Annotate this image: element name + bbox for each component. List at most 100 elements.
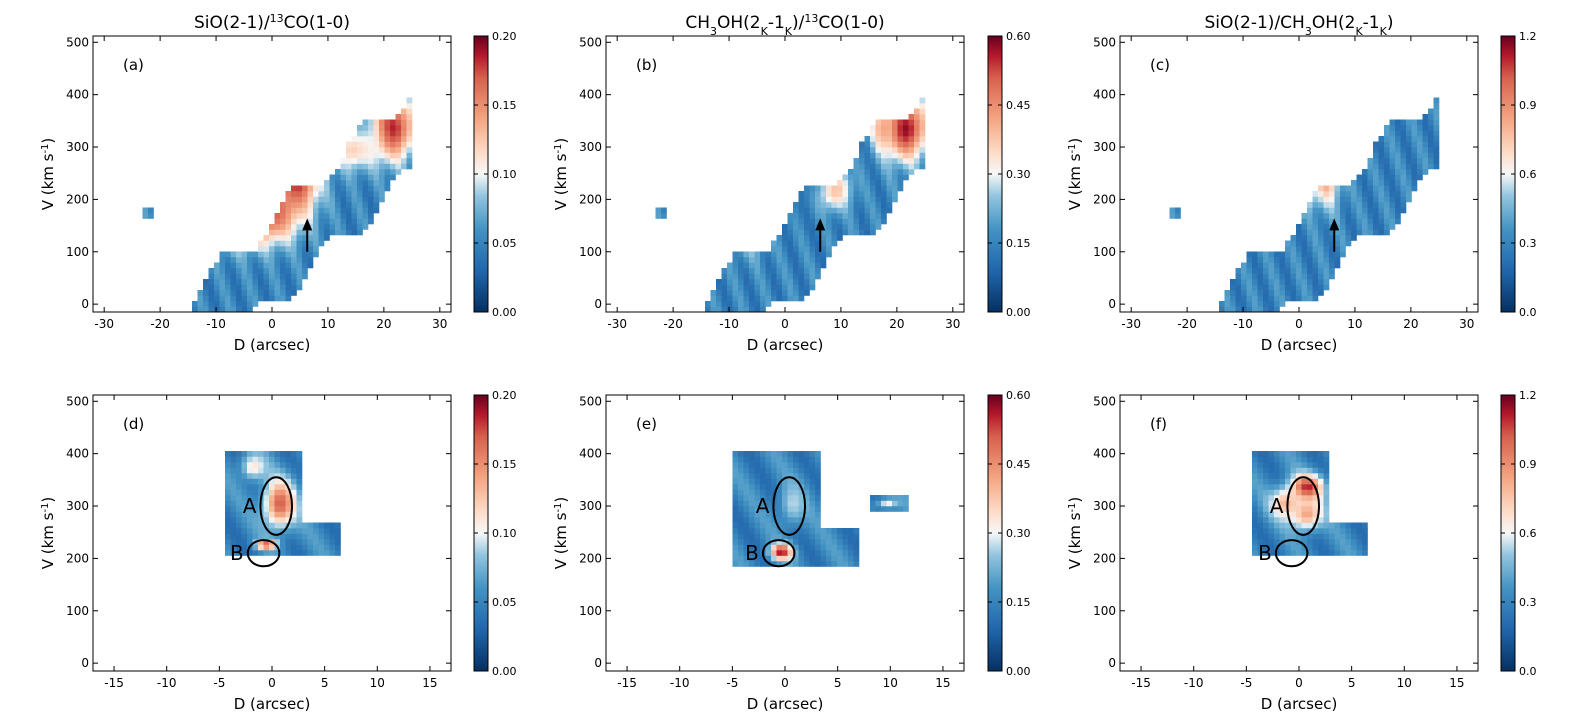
x-tick-label: -15	[617, 676, 637, 690]
plot-area-d	[225, 451, 341, 556]
colorbar-tick-label: 0.15	[1006, 237, 1031, 250]
x-tick-label: 5	[1348, 676, 1356, 690]
arrow-head	[1329, 218, 1340, 231]
y-tick-label: 0	[594, 656, 602, 670]
y-tick-label: 500	[579, 35, 602, 49]
x-tick-label: -30	[94, 317, 114, 331]
x-tick-label: 5	[834, 676, 842, 690]
colorbar-tick-label: 0.60	[1006, 389, 1031, 402]
x-tick-label: 20	[376, 317, 391, 331]
plot-area-f	[1252, 451, 1368, 556]
x-tick-label: -20	[150, 317, 170, 331]
y-axis-label: V (km s-1)	[1066, 497, 1084, 570]
y-tick-label: 0	[594, 297, 602, 311]
y-tick-label: 400	[66, 447, 89, 461]
plot-area-a	[142, 97, 413, 312]
plot-area-b	[655, 97, 926, 312]
x-axis-label: D (arcsec)	[747, 695, 824, 713]
colorbar-tick-label: 0.0	[1519, 306, 1537, 319]
region-label-a: A	[1270, 494, 1284, 518]
x-axis-label: D (arcsec)	[234, 336, 311, 354]
x-tick-label: -10	[1233, 317, 1253, 331]
chart-title: CH3OH(2K-1K)/13CO(1-0)	[685, 12, 884, 38]
x-tick-label: 0	[781, 317, 789, 331]
region-label-a: A	[756, 494, 770, 518]
y-tick-label: 500	[66, 394, 89, 408]
colorbar-tick-label: 0.00	[1006, 306, 1031, 319]
y-tick-label: 0	[81, 297, 89, 311]
region-label-b: B	[1258, 541, 1272, 565]
y-tick-label: 300	[1093, 140, 1116, 154]
x-tick-label: 30	[945, 317, 960, 331]
y-tick-label: 300	[1093, 499, 1116, 513]
plot-area-e	[732, 451, 909, 567]
colorbar-tick-label: 0.0	[1519, 665, 1537, 678]
y-tick-label: 200	[66, 192, 89, 206]
y-tick-label: 100	[66, 245, 89, 259]
x-tick-label: -10	[719, 317, 739, 331]
panel-label: (c)	[1150, 56, 1170, 74]
panel-label: (f)	[1150, 415, 1167, 433]
x-tick-label: 15	[422, 676, 437, 690]
region-ellipse-b	[246, 539, 281, 568]
x-tick-label: 0	[1295, 317, 1303, 331]
y-tick-label: 0	[1108, 297, 1116, 311]
colorbar-tick-label: 0.30	[1006, 527, 1031, 540]
y-tick-label: 400	[66, 88, 89, 102]
colorbar-tick-label: 0.05	[492, 596, 517, 609]
y-tick-label: 500	[1093, 35, 1116, 49]
y-tick-label: 500	[579, 394, 602, 408]
y-tick-label: 200	[1093, 551, 1116, 565]
y-axis-label: V (km s-1)	[39, 138, 57, 211]
x-tick-label: -20	[663, 317, 683, 331]
colorbar-tick-label: 0.10	[492, 168, 517, 181]
colorbar-tick-label: 0.20	[492, 30, 517, 43]
y-tick-label: 400	[579, 88, 602, 102]
colorbar-tick-label: 0.60	[1006, 30, 1031, 43]
x-axis-label: D (arcsec)	[747, 336, 824, 354]
y-tick-label: 0	[1108, 656, 1116, 670]
x-tick-label: -30	[607, 317, 627, 331]
colorbar-tick-label: 0.3	[1519, 596, 1537, 609]
region-ellipse-a	[1286, 476, 1321, 536]
colorbar-tick-label: 0.00	[492, 306, 517, 319]
colorbar-tick-label: 0.6	[1519, 168, 1537, 181]
y-tick-label: 400	[1093, 447, 1116, 461]
y-tick-label: 300	[66, 140, 89, 154]
x-tick-label: 10	[370, 676, 385, 690]
region-ellipse-b	[761, 539, 796, 568]
y-tick-label: 300	[579, 140, 602, 154]
y-tick-label: 100	[1093, 245, 1116, 259]
colorbar-tick-label: 0.9	[1519, 458, 1537, 471]
x-axis-label: D (arcsec)	[1261, 336, 1338, 354]
x-axis-label: D (arcsec)	[1261, 695, 1338, 713]
colorbar-tick-label: 0.45	[1006, 458, 1031, 471]
x-tick-label: 10	[1347, 317, 1362, 331]
x-tick-label: 30	[1459, 317, 1474, 331]
chart-title: SiO(2-1)/13CO(1-0)	[194, 12, 350, 34]
colorbar-tick-label: 0.05	[492, 237, 517, 250]
panel-label: (a)	[123, 56, 144, 74]
x-tick-label: 10	[833, 317, 848, 331]
y-tick-label: 200	[1093, 192, 1116, 206]
x-tick-label: 0	[268, 317, 276, 331]
y-tick-label: 100	[579, 604, 602, 618]
x-tick-label: 10	[883, 676, 898, 690]
x-tick-label: 20	[1403, 317, 1418, 331]
x-tick-label: 0	[268, 676, 276, 690]
panel-label: (b)	[636, 56, 657, 74]
x-tick-label: 30	[432, 317, 447, 331]
plot-area-c	[1169, 97, 1440, 312]
x-tick-label: -5	[726, 676, 738, 690]
colorbar-tick-label: 0.20	[492, 389, 517, 402]
x-tick-label: 20	[889, 317, 904, 331]
x-tick-label: -15	[104, 676, 124, 690]
x-tick-label: 10	[320, 317, 335, 331]
colorbar-tick-label: 1.2	[1519, 30, 1537, 43]
panel-label: (d)	[123, 415, 144, 433]
x-axis-label: D (arcsec)	[234, 695, 311, 713]
y-tick-label: 300	[579, 499, 602, 513]
